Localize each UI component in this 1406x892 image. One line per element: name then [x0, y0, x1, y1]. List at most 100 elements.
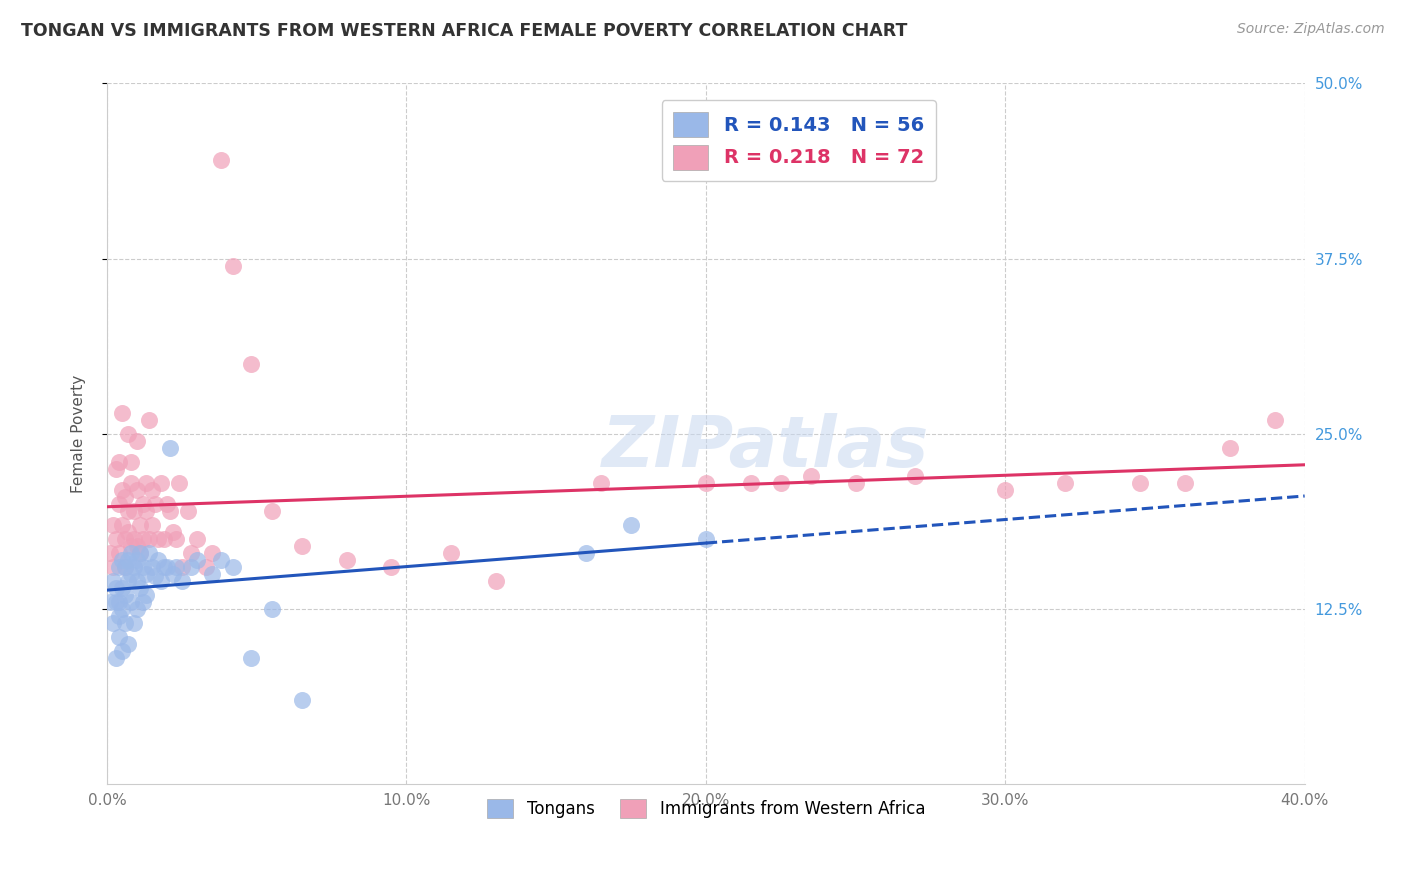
Point	[209, 552, 232, 566]
Point	[1219, 441, 1241, 455]
Point	[125, 552, 148, 566]
Point	[153, 532, 176, 546]
Point	[125, 601, 148, 615]
Point	[117, 552, 139, 566]
Point	[114, 615, 136, 630]
Point	[167, 475, 190, 490]
Point	[165, 559, 187, 574]
Point	[117, 503, 139, 517]
Point	[114, 559, 136, 574]
Point	[125, 483, 148, 497]
Point	[146, 532, 169, 546]
Point	[260, 503, 283, 517]
Point	[129, 517, 152, 532]
Point	[180, 546, 202, 560]
Point	[156, 559, 179, 574]
Point	[125, 434, 148, 448]
Point	[143, 569, 166, 583]
Point	[135, 566, 157, 581]
Point	[105, 650, 128, 665]
Point	[135, 588, 157, 602]
Point	[575, 546, 598, 560]
Point	[239, 357, 262, 371]
Point	[162, 524, 184, 539]
Point	[194, 559, 217, 574]
Point	[132, 497, 155, 511]
Point	[769, 475, 792, 490]
Point	[114, 532, 136, 546]
Point	[114, 490, 136, 504]
Point	[120, 566, 142, 581]
Point	[120, 595, 142, 609]
Point	[132, 532, 155, 546]
Point	[141, 483, 163, 497]
Point	[120, 539, 142, 553]
Point	[111, 581, 134, 595]
Point	[1129, 475, 1152, 490]
Point	[994, 483, 1017, 497]
Point	[108, 454, 131, 468]
Point	[1264, 412, 1286, 426]
Point	[101, 615, 124, 630]
Point	[108, 559, 131, 574]
Point	[105, 461, 128, 475]
Point	[440, 546, 463, 560]
Point	[186, 532, 208, 546]
Point	[177, 503, 200, 517]
Point	[129, 546, 152, 560]
Point	[129, 581, 152, 595]
Point	[170, 559, 193, 574]
Point	[132, 559, 155, 574]
Point	[114, 588, 136, 602]
Point	[101, 574, 124, 588]
Point	[125, 574, 148, 588]
Point	[291, 539, 314, 553]
Point	[98, 595, 121, 609]
Point	[111, 517, 134, 532]
Point	[108, 608, 131, 623]
Point	[141, 559, 163, 574]
Legend: Tongans, Immigrants from Western Africa: Tongans, Immigrants from Western Africa	[479, 792, 932, 824]
Point	[141, 517, 163, 532]
Point	[180, 559, 202, 574]
Point	[117, 637, 139, 651]
Point	[162, 566, 184, 581]
Point	[122, 559, 145, 574]
Point	[485, 574, 508, 588]
Point	[111, 406, 134, 420]
Point	[98, 546, 121, 560]
Point	[129, 546, 152, 560]
Text: TONGAN VS IMMIGRANTS FROM WESTERN AFRICA FEMALE POVERTY CORRELATION CHART: TONGAN VS IMMIGRANTS FROM WESTERN AFRICA…	[21, 22, 907, 40]
Point	[111, 552, 134, 566]
Point	[620, 517, 643, 532]
Point	[117, 426, 139, 441]
Point	[695, 532, 717, 546]
Point	[120, 475, 142, 490]
Point	[165, 532, 187, 546]
Point	[159, 503, 181, 517]
Point	[117, 524, 139, 539]
Point	[149, 574, 172, 588]
Point	[156, 497, 179, 511]
Point	[209, 153, 232, 168]
Point	[239, 650, 262, 665]
Point	[904, 468, 927, 483]
Point	[153, 559, 176, 574]
Point	[170, 574, 193, 588]
Point	[222, 259, 245, 273]
Point	[186, 552, 208, 566]
Point	[108, 497, 131, 511]
Point	[143, 497, 166, 511]
Point	[125, 539, 148, 553]
Point	[114, 559, 136, 574]
Point	[591, 475, 613, 490]
Point	[260, 601, 283, 615]
Point	[138, 546, 160, 560]
Point	[138, 412, 160, 426]
Point	[135, 503, 157, 517]
Point	[695, 475, 717, 490]
Point	[1174, 475, 1197, 490]
Point	[111, 483, 134, 497]
Point	[1054, 475, 1077, 490]
Point	[800, 468, 823, 483]
